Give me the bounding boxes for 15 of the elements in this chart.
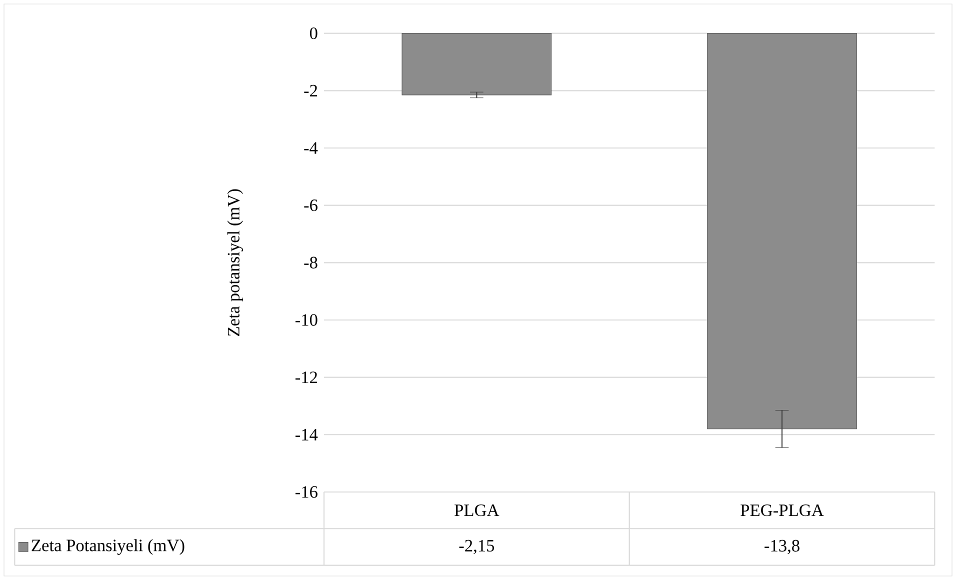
y-axis-title: Zeta potansiyel (mV)	[227, 189, 244, 336]
y-tick-label: -8	[304, 256, 318, 268]
y-tick-label: -14	[296, 428, 318, 440]
x-tick-label: PLGA	[454, 504, 500, 516]
y-tick-label: -10	[296, 314, 318, 326]
legend-label: Zeta Potansiyeli (mV)	[32, 539, 184, 555]
data-label: -2,15	[459, 540, 494, 554]
y-tick-label: -16	[296, 486, 318, 498]
y-tick-label: 0	[310, 27, 318, 40]
y-tick-label: -2	[304, 84, 318, 96]
y-tick-label: -12	[296, 372, 318, 384]
y-tick-label: -4	[304, 142, 318, 154]
y-tick-label: -6	[304, 199, 318, 212]
data-label: -13,8	[764, 540, 800, 554]
x-tick-label: PEG-PLGA	[740, 504, 824, 516]
